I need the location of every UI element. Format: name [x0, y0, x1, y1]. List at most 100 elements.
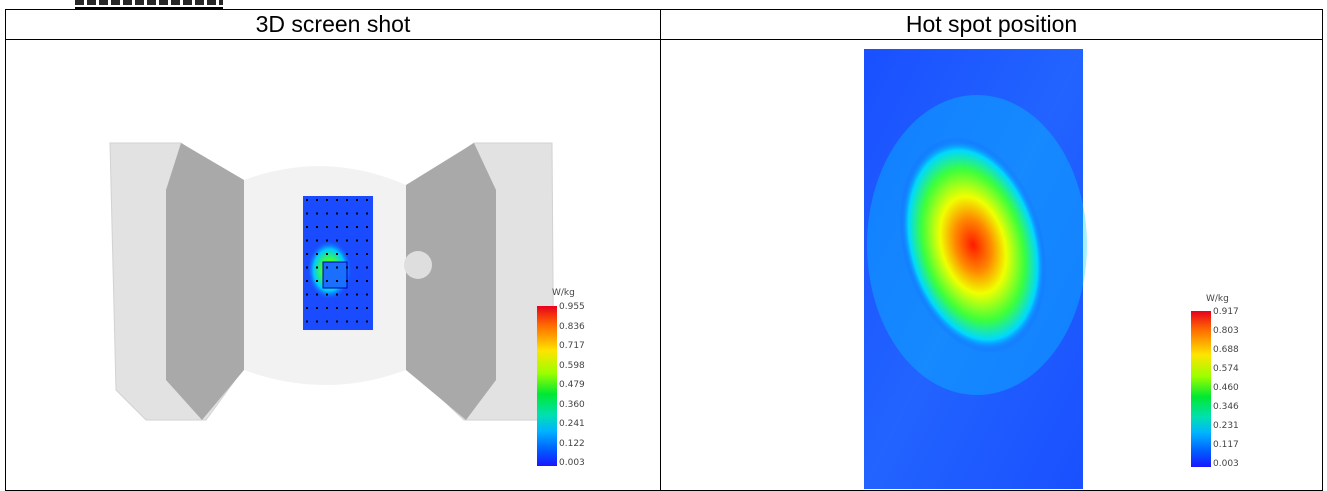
- phantom-left-wedge: [166, 143, 244, 420]
- measurement-dot: [356, 239, 358, 242]
- measurement-dot: [356, 280, 358, 282]
- measurement-dot: [366, 280, 368, 282]
- measurement-dot: [316, 199, 318, 201]
- measurement-dot: [326, 226, 328, 228]
- image-row: W/kg 0.955 0.836 0.717 0.598 0.479 0.360 0.241…: [5, 39, 1323, 491]
- measurement-dot: [336, 212, 338, 215]
- measurement-dot: [306, 212, 308, 215]
- colorbar-tick-label: 0.574: [1213, 364, 1239, 374]
- measurement-dot: [326, 320, 328, 323]
- measurement-dot: [346, 280, 348, 282]
- colorbar-tick-label: 0.117: [1213, 440, 1239, 450]
- 3d-phantom-render: [109, 142, 555, 421]
- measurement-dot: [316, 320, 318, 323]
- colorbar-tick-label: 0.479: [559, 380, 585, 390]
- measurement-dot: [366, 293, 368, 296]
- measurement-dot: [316, 253, 318, 255]
- measurement-dot: [306, 280, 308, 282]
- colorbar-tick-label: 0.003: [559, 458, 585, 468]
- measurement-dot: [306, 239, 308, 242]
- measurement-dot: [336, 266, 338, 269]
- colorbar-tick-label: 0.917: [1213, 307, 1239, 317]
- measurement-dot: [356, 293, 358, 296]
- measurement-dot: [306, 199, 308, 201]
- colorbar-tick-label: 0.122: [559, 438, 585, 449]
- left-colorbar-unit: W/kg: [552, 288, 575, 298]
- measurement-dot: [316, 266, 318, 269]
- measurement-dot: [316, 280, 318, 282]
- measurement-dot: [346, 226, 348, 228]
- measurement-dot: [366, 320, 368, 323]
- measurement-dot: [346, 212, 348, 215]
- hot-spot-map: [864, 49, 1087, 489]
- measurement-dot: [356, 320, 358, 323]
- column-header-3d-screen-shot: 3D screen shot: [5, 9, 661, 40]
- measurement-dot: [306, 293, 308, 296]
- measurement-dot: [326, 199, 328, 201]
- measurement-dot: [366, 307, 368, 309]
- measurement-dot: [316, 226, 318, 228]
- measurement-dot: [316, 293, 318, 296]
- measurement-dot: [366, 253, 368, 255]
- colorbar-tick-label: 0.360: [559, 399, 585, 410]
- measurement-dot: [336, 320, 338, 323]
- right-colorbar-unit: W/kg: [1206, 294, 1229, 304]
- measurement-dot: [346, 199, 348, 201]
- measurement-dot: [356, 307, 358, 309]
- measurement-dot: [336, 239, 338, 242]
- colorbar-tick-label: 0.003: [1213, 459, 1239, 469]
- colorbar-tick-label: 0.688: [1213, 345, 1239, 355]
- right-colorbar: [1191, 311, 1211, 467]
- measurement-dot: [306, 307, 308, 309]
- cropped-heading: [75, 0, 223, 9]
- measurement-dot: [356, 226, 358, 228]
- measurement-dot: [306, 253, 308, 255]
- measurement-dot: [326, 266, 328, 269]
- measurement-dot: [356, 266, 358, 269]
- colorbar-tick-label: 0.241: [559, 419, 585, 429]
- measurement-dot: [346, 266, 348, 269]
- colorbar-tick-label: 0.598: [559, 360, 585, 371]
- measurement-dot: [346, 239, 348, 242]
- colorbar-tick-label: 0.803: [1213, 326, 1239, 336]
- measurement-dot: [336, 226, 338, 228]
- cropped-heading-glyphs: [75, 0, 223, 5]
- measurement-dot: [366, 226, 368, 228]
- measurement-dot: [366, 212, 368, 215]
- measurement-dot: [346, 320, 348, 323]
- left-colorbar: [537, 306, 557, 466]
- measurement-dot: [316, 239, 318, 242]
- measurement-dot: [336, 307, 338, 309]
- measurement-dot: [326, 307, 328, 309]
- measurement-dot: [326, 293, 328, 296]
- measurement-dot: [316, 212, 318, 215]
- phantom-right-wedge: [406, 143, 496, 420]
- measurement-dot: [336, 293, 338, 296]
- measurement-dot: [346, 293, 348, 296]
- measurement-dot: [336, 280, 338, 282]
- measurement-dot: [356, 212, 358, 215]
- colorbar-tick-label: 0.955: [559, 302, 585, 312]
- 3d-screen-shot-image: W/kg 0.955 0.836 0.717 0.598 0.479 0.360 0.241…: [6, 40, 660, 490]
- colorbar-tick-label: 0.717: [559, 341, 585, 351]
- colorbar-tick-label: 0.346: [1213, 402, 1239, 412]
- hot-spot-region: [899, 137, 1047, 353]
- measurement-dot: [306, 266, 308, 269]
- measurement-dot: [346, 253, 348, 255]
- measurement-dot: [336, 253, 338, 255]
- cell-3d-screen-shot: W/kg 0.955 0.836 0.717 0.598 0.479 0.360 0.241…: [5, 39, 661, 491]
- measurement-dot: [326, 239, 328, 242]
- measurement-dot: [366, 199, 368, 201]
- measurement-dot: [336, 199, 338, 201]
- measurement-dot: [306, 226, 308, 228]
- colorbar-tick-label: 0.460: [1213, 383, 1239, 393]
- hot-spot-position-image: W/kg 0.917 0.803 0.688 0.574 0.460 0.346 0.231…: [661, 40, 1322, 490]
- colorbar-tick-label: 0.231: [1213, 421, 1239, 431]
- measurement-dot: [346, 307, 348, 309]
- measurement-dot: [356, 253, 358, 255]
- header-row: 3D screen shot Hot spot position: [5, 9, 1323, 40]
- sar-zoom-cube: [322, 261, 348, 289]
- measurement-dot: [326, 280, 328, 282]
- measurement-dot: [326, 253, 328, 255]
- measurement-dots: [306, 199, 368, 323]
